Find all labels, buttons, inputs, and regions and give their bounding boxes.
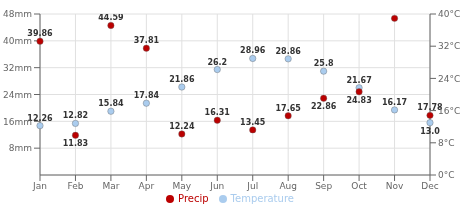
svg-text:Mar: Mar bbox=[102, 181, 119, 191]
svg-text:22.86: 22.86 bbox=[311, 102, 337, 111]
svg-text:40°C: 40°C bbox=[438, 9, 460, 19]
svg-text:16mm: 16mm bbox=[8, 117, 32, 127]
svg-text:32mm: 32mm bbox=[8, 63, 32, 73]
svg-text:Jan: Jan bbox=[32, 181, 47, 191]
svg-text:Oct: Oct bbox=[351, 181, 367, 191]
svg-text:28.86: 28.86 bbox=[276, 47, 302, 56]
svg-text:12.26: 12.26 bbox=[27, 113, 53, 123]
svg-text:39.86: 39.86 bbox=[27, 29, 53, 39]
svg-text:12.82: 12.82 bbox=[63, 111, 88, 120]
svg-text:Sep: Sep bbox=[315, 181, 332, 191]
svg-text:16.17: 16.17 bbox=[382, 98, 407, 107]
svg-text:48mm: 48mm bbox=[8, 9, 32, 19]
svg-text:17.84: 17.84 bbox=[134, 91, 160, 100]
svg-text:11.83: 11.83 bbox=[63, 139, 88, 148]
svg-text:40mm: 40mm bbox=[8, 36, 32, 46]
svg-text:13.0: 13.0 bbox=[420, 127, 440, 136]
svg-text:24.83: 24.83 bbox=[346, 96, 371, 105]
svg-text:Jul: Jul bbox=[246, 181, 258, 191]
svg-text:24mm: 24mm bbox=[8, 90, 32, 100]
svg-text:12.24: 12.24 bbox=[169, 122, 195, 131]
svg-text:26.2: 26.2 bbox=[207, 58, 227, 67]
html-text:Precip: Precip bbox=[178, 193, 209, 204]
svg-text:May: May bbox=[173, 181, 192, 191]
svg-text:8mm: 8mm bbox=[9, 143, 32, 153]
svg-text:Aug: Aug bbox=[279, 181, 297, 191]
svg-text:Jun: Jun bbox=[209, 181, 224, 191]
svg-text:Nov: Nov bbox=[386, 181, 404, 191]
svg-text:21.67: 21.67 bbox=[346, 76, 371, 85]
svg-text:Feb: Feb bbox=[67, 181, 83, 191]
svg-text:17.65: 17.65 bbox=[276, 104, 302, 113]
svg-text:32°C: 32°C bbox=[438, 41, 460, 51]
svg-text:25.8: 25.8 bbox=[314, 59, 334, 68]
svg-text:28.96: 28.96 bbox=[240, 46, 266, 55]
svg-text:16.31: 16.31 bbox=[205, 108, 231, 117]
svg-text:37.81: 37.81 bbox=[134, 36, 160, 45]
html-text:Temperature: Temperature bbox=[230, 193, 294, 204]
svg-text:24°C: 24°C bbox=[438, 74, 460, 84]
svg-text:21.86: 21.86 bbox=[169, 75, 195, 84]
svg-text:0°C: 0°C bbox=[438, 170, 455, 180]
svg-text:46.71: 46.71 bbox=[382, 14, 408, 15]
svg-text:Dec: Dec bbox=[421, 181, 438, 191]
svg-text:16°C: 16°C bbox=[438, 106, 460, 116]
svg-text:44.59: 44.59 bbox=[98, 14, 124, 22]
svg-text:17.78: 17.78 bbox=[417, 103, 443, 113]
svg-text:15.84: 15.84 bbox=[98, 99, 124, 108]
svg-text:13.45: 13.45 bbox=[240, 118, 266, 127]
svg-text:Apr: Apr bbox=[139, 181, 155, 191]
svg-text:8°C: 8°C bbox=[438, 138, 455, 148]
